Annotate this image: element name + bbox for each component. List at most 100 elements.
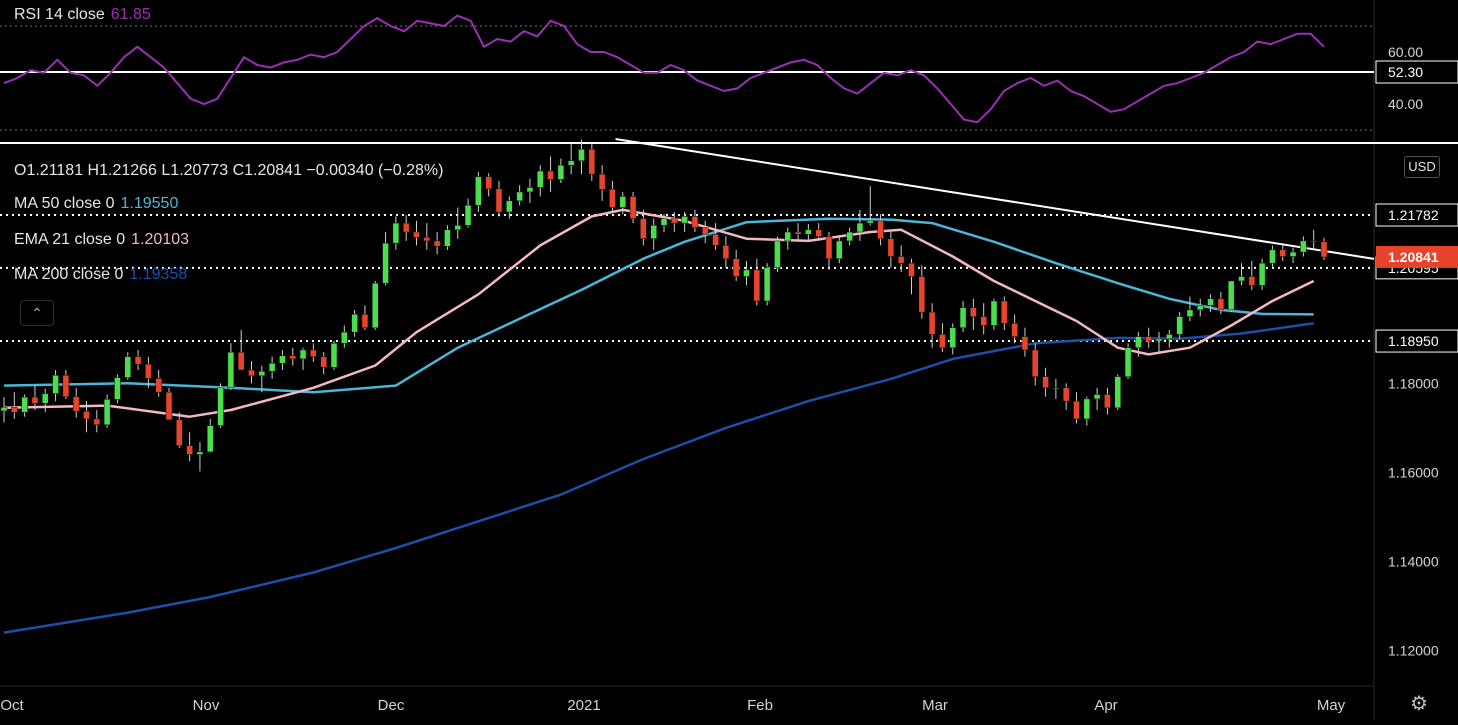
- candle: [1197, 298, 1204, 317]
- candle: [433, 232, 441, 255]
- collapse-legend-button[interactable]: ⌃: [20, 300, 54, 326]
- candle-body: [1310, 240, 1317, 243]
- level-price-box: [1375, 203, 1458, 227]
- candle: [1001, 296, 1008, 330]
- candle: [72, 387, 80, 418]
- candle: [1258, 258, 1266, 290]
- level-price-label: 1.18950: [1388, 333, 1439, 349]
- time-tick-label: Mar: [922, 697, 948, 714]
- candle: [186, 432, 193, 462]
- ema21-legend[interactable]: EMA 21 close 0 1.20103: [14, 231, 189, 249]
- candle: [712, 223, 719, 250]
- candle: [1032, 343, 1039, 386]
- candle-body: [248, 369, 255, 377]
- candle: [361, 305, 369, 330]
- candle: [629, 191, 637, 224]
- candle-body: [526, 187, 534, 193]
- candle: [557, 158, 565, 184]
- candle: [1217, 292, 1225, 315]
- candle: [836, 236, 843, 264]
- candle: [547, 156, 554, 192]
- candle-body: [330, 343, 338, 368]
- candle-body: [743, 269, 750, 277]
- candle-body: [268, 363, 276, 372]
- candle-body: [1238, 276, 1245, 282]
- candle-body: [1073, 400, 1080, 420]
- candle: [413, 220, 420, 246]
- time-tick-label: 2021: [567, 697, 600, 714]
- candle-body: [433, 240, 441, 247]
- candle: [124, 352, 131, 380]
- candle-body: [299, 349, 307, 360]
- candle-body: [1166, 334, 1173, 340]
- candle-body: [1032, 349, 1039, 377]
- candle-body: [1114, 376, 1121, 409]
- candle: [1186, 296, 1194, 322]
- candle: [62, 369, 70, 399]
- ma50-line: [3, 217, 1314, 394]
- candle: [1289, 247, 1297, 264]
- candle: [691, 209, 699, 233]
- candle-body: [702, 227, 709, 235]
- candle-body: [805, 229, 812, 235]
- candle: [217, 383, 224, 428]
- candle-body: [62, 375, 70, 397]
- candle: [1320, 237, 1328, 261]
- candle: [0, 397, 8, 423]
- candle-body: [712, 233, 719, 246]
- candle: [83, 401, 90, 433]
- candle: [165, 387, 173, 421]
- currency-label[interactable]: USD: [1404, 156, 1440, 178]
- candle: [227, 343, 235, 391]
- candle: [93, 410, 101, 433]
- candle-body: [908, 262, 915, 277]
- candle: [784, 227, 791, 250]
- candle: [392, 216, 400, 250]
- rsi-tick-label: 40.00: [1388, 96, 1423, 112]
- candle: [1021, 327, 1029, 357]
- ma200-legend-value: 1.19358: [129, 266, 188, 283]
- candle-body: [1227, 280, 1235, 311]
- candle: [918, 265, 926, 319]
- rsi-pane: [0, 14, 1374, 131]
- level-price-label: 1.21782: [1388, 207, 1439, 223]
- rsi-tick-label: 60.00: [1388, 44, 1423, 60]
- candle-body: [567, 160, 575, 166]
- candle: [299, 347, 307, 370]
- ma200-legend[interactable]: MA 200 close 0 1.19358: [14, 266, 187, 284]
- candle-body: [196, 451, 204, 455]
- time-tick-label: Feb: [747, 697, 773, 714]
- candle-body: [0, 407, 8, 412]
- last-price-box: [1376, 245, 1458, 268]
- candle-body: [279, 355, 286, 364]
- candle: [1104, 387, 1111, 415]
- price-axis[interactable]: 1.120001.140001.160001.180001.217821.205…: [1375, 44, 1458, 658]
- candle-body: [382, 242, 389, 284]
- candle-body: [753, 269, 761, 302]
- candle-body: [186, 445, 193, 455]
- price-tick-label: 1.12000: [1388, 642, 1439, 658]
- candle-body: [1155, 338, 1163, 342]
- candle-body: [1269, 249, 1276, 264]
- rsi-legend[interactable]: RSI 14 close 61.85: [14, 6, 151, 24]
- time-tick-label: Dec: [378, 697, 405, 714]
- candle-body: [423, 237, 431, 242]
- candle: [578, 139, 585, 175]
- candle-body: [1186, 309, 1194, 317]
- candle: [21, 394, 28, 417]
- time-axis[interactable]: Oct Nov Dec 2021 Feb Mar Apr May: [0, 697, 1345, 714]
- candle-body: [970, 307, 977, 317]
- candle-body: [444, 229, 451, 247]
- candle: [237, 329, 245, 371]
- gear-icon[interactable]: ⚙: [1410, 693, 1428, 715]
- ma50-legend[interactable]: MA 50 close 0 1.19550: [14, 195, 178, 213]
- candle: [1135, 332, 1142, 357]
- candle-body: [1176, 316, 1183, 335]
- candle: [897, 245, 905, 273]
- candle-body: [289, 355, 296, 360]
- candle: [980, 303, 987, 335]
- candle-body: [1104, 394, 1111, 409]
- candle-body: [1197, 305, 1204, 311]
- candle-body: [217, 387, 224, 426]
